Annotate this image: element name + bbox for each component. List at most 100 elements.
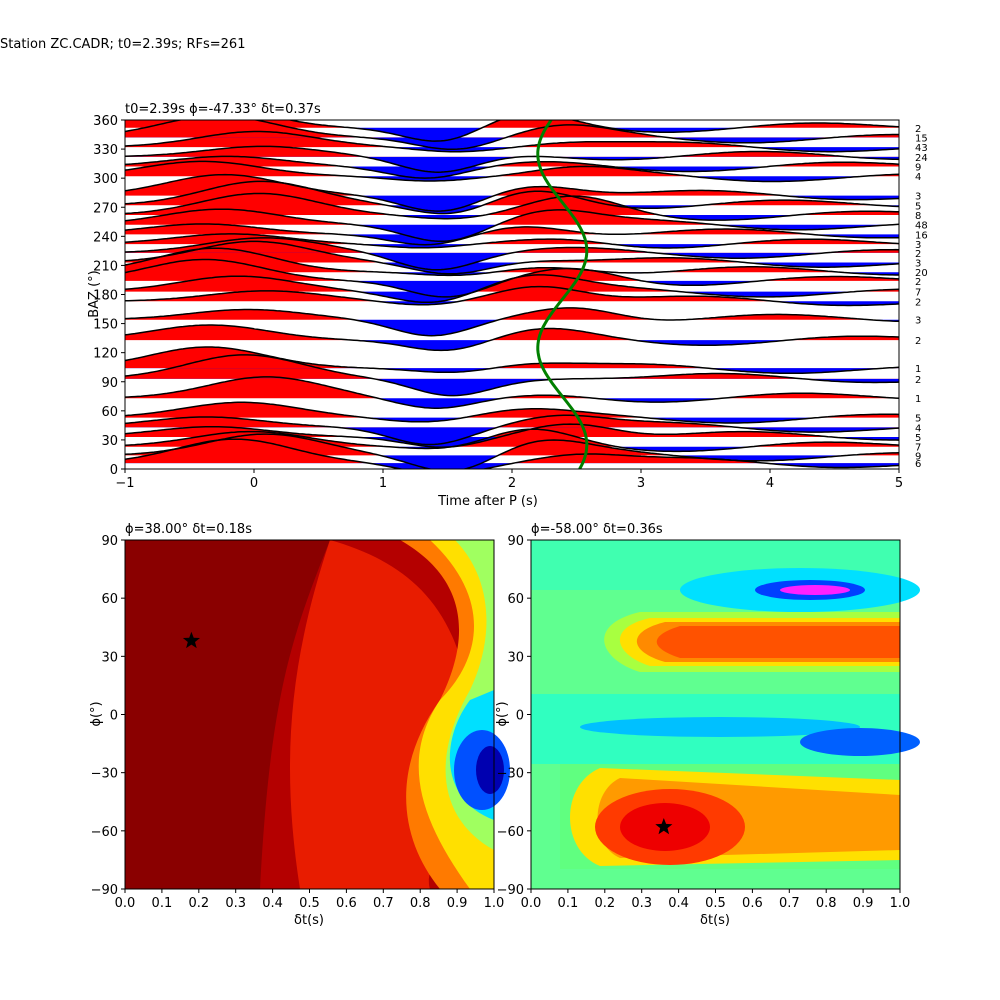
rf-trace-count: 43: [915, 143, 928, 154]
heatmap-x-tick-label: 1.0: [890, 896, 911, 911]
rf-trace-line: [125, 354, 899, 397]
heatmap-x-tick-label: 0.0: [115, 896, 136, 911]
moveout-curve: [536, 120, 589, 469]
rf-trace-count: 16: [915, 230, 928, 241]
heatmap-x-tick-label: 0.7: [373, 896, 394, 911]
rf-trace-positive-fill: [125, 415, 899, 428]
rf-x-tick-label: 4: [766, 476, 774, 491]
rf-trace-count: 2: [915, 375, 921, 386]
rf-trace-line: [125, 433, 899, 469]
heatmap-y-tick-label: 60: [507, 592, 524, 607]
rf-trace-negative-fill: [125, 215, 899, 221]
rf-x-tick-label: 3: [637, 476, 645, 491]
rf-trace-count: 24: [915, 153, 928, 164]
heatmap-right-y-ticks: −90 −60 −30 0 30 60 90: [497, 534, 531, 898]
rf-trace-positive-fill: [125, 424, 899, 438]
rf-panel-title: t0=2.39s ϕ=-47.33° δt=0.37s: [125, 102, 321, 117]
rf-y-label: BAZ (°): [87, 270, 102, 318]
rf-trace-line: [125, 240, 899, 275]
rf-trace-negative-fill: [125, 166, 899, 179]
heatmap-y-tick-label: 90: [507, 534, 524, 549]
rf-trace-negative-fill: [125, 224, 899, 242]
heatmap-right: ϕ=-58.00° δt=0.36s 0.0 0.1 0.2 0.3 0.4 0.5 0.6…: [495, 522, 920, 928]
rf-trace-line: [125, 130, 899, 153]
rf-trace-line: [125, 258, 899, 298]
rf-trace-count: 3: [915, 192, 921, 203]
rf-trace-count: 3: [915, 316, 921, 327]
heatmap-right-title: ϕ=-58.00° δt=0.36s: [531, 522, 663, 537]
heatmap-left-y-label: ϕ(°): [89, 701, 104, 726]
heatmap-x-tick-label: 0.3: [631, 896, 652, 911]
rf-trace-count: 20: [915, 268, 928, 279]
heatmap-right-y-label: ϕ(°): [495, 701, 510, 726]
best-fit-star: [655, 818, 673, 835]
rf-trace-count: 9: [915, 163, 921, 174]
heatmap-x-tick-label: 0.8: [816, 896, 837, 911]
rf-trace-count: 6: [915, 459, 921, 470]
rf-y-tick-label: 240: [93, 230, 118, 245]
heatmap-right-x-ticks: 0.0 0.1 0.2 0.3 0.4 0.5 0.6 0.7 0.8 0.9 1.0: [521, 889, 911, 911]
rf-trace-line: [125, 428, 899, 453]
rf-trace-line: [125, 247, 899, 277]
rf-trace-line: [125, 423, 899, 448]
rf-trace-count: 2: [915, 249, 921, 260]
rf-trace-positive-fill: [125, 307, 899, 320]
heatmap-y-tick-label: 30: [101, 650, 118, 665]
heatmap-left-y-ticks: −90 −60 −30 0 30 60 90: [91, 534, 125, 898]
rf-y-tick-label: 150: [93, 318, 118, 333]
rf-trace-line: [125, 376, 899, 409]
rf-trace-count: 2: [915, 124, 921, 135]
rf-trace-count: 7: [915, 288, 921, 299]
rf-trace-positive-fill: [125, 224, 899, 235]
rf-y-tick-label: 180: [93, 289, 118, 304]
rf-trace-negative-fill: [125, 427, 899, 445]
figure-suptitle: Station ZC.CADR; t0=2.39s; RFs=261: [0, 37, 246, 52]
rf-x-ticks: −1 0 1 2 3 4 5: [115, 469, 903, 491]
rf-trace-count: 5: [915, 201, 921, 212]
rf-trace-line: [125, 307, 899, 337]
rf-trace-count: 3: [915, 240, 921, 251]
rf-trace-count: 5: [915, 414, 921, 425]
heatmap-y-tick-label: −30: [91, 767, 118, 782]
heatmap-x-tick-label: 0.8: [410, 896, 431, 911]
rf-trace-positive-fill: [125, 439, 899, 464]
rf-trace-negative-fill: [125, 463, 899, 469]
rf-trace-positive-fill: [125, 241, 899, 263]
rf-x-tick-label: 5: [895, 476, 903, 491]
rf-trace-negative-fill: [125, 262, 899, 274]
rf-y-tick-label: 60: [101, 405, 118, 420]
rf-trace-line: [125, 285, 899, 307]
heatmap-y-tick-label: 0: [110, 709, 118, 724]
rf-trace-positive-fill: [125, 347, 899, 369]
rf-x-tick-label: −1: [115, 476, 134, 491]
rf-trace-line: [125, 237, 899, 271]
rf-traces: [125, 120, 899, 469]
rf-trace-line: [125, 192, 899, 221]
rf-y-tick-label: 300: [93, 172, 118, 187]
rf-trace-line: [125, 208, 899, 243]
heatmap-x-tick-label: 0.6: [336, 896, 357, 911]
rf-trace-negative-fill: [125, 137, 899, 150]
heatmap-y-tick-label: −90: [497, 883, 524, 898]
rf-trace-line: [125, 401, 899, 424]
rf-trace-line: [125, 223, 899, 246]
heatmap-right-image: [531, 540, 920, 889]
rf-trace-line: [125, 180, 899, 215]
rf-trace-positive-fill: [125, 286, 899, 302]
rf-trace-count: 48: [915, 221, 928, 232]
rf-trace-positive-fill: [125, 325, 899, 341]
rf-trace-line: [125, 233, 899, 249]
rf-trace-negative-fill: [125, 340, 899, 351]
heatmap-x-tick-label: 0.1: [558, 896, 579, 911]
heatmap-left-image: [125, 540, 510, 889]
rf-trace-count: 9: [915, 451, 921, 462]
heatmap-x-tick-label: 0.1: [152, 896, 173, 911]
heatmap-x-tick-label: 0.2: [188, 896, 209, 911]
rf-trace-count: 4: [915, 423, 921, 434]
heatmap-x-tick-label: 0.3: [225, 896, 246, 911]
heatmap-x-tick-label: 0.2: [594, 896, 615, 911]
heatmap-left-x-label: δt(s): [294, 913, 324, 928]
heatmap-x-tick-label: 0.4: [262, 896, 283, 911]
